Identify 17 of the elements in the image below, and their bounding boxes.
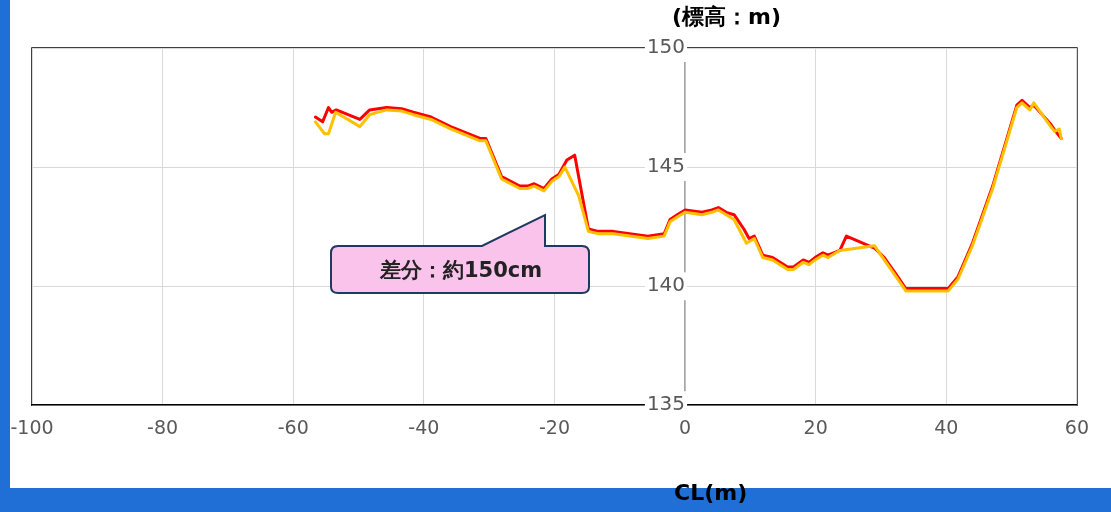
y-tick-label: 145 [646, 153, 686, 178]
x-tick-label: -60 [277, 415, 309, 438]
y-tick-label: 150 [646, 34, 686, 59]
callout: 差分：約150cm [330, 212, 592, 296]
x-tick-label: -100 [10, 415, 54, 438]
x-tick-label: -20 [538, 415, 570, 438]
x-axis-title: CL(m) [674, 480, 748, 505]
x-tick-label: 40 [934, 415, 959, 438]
x-tick-label: 0 [679, 415, 692, 438]
y-axis-title: (標高：m) [672, 3, 782, 31]
x-tick-label: 20 [803, 415, 828, 438]
y-tick-label: 135 [646, 391, 686, 416]
x-tick-label: -80 [147, 415, 179, 438]
x-tick-label: 60 [1064, 415, 1090, 438]
y-tick-label: 140 [646, 272, 686, 297]
annotation: 差分：約150cm [378, 257, 544, 284]
x-tick-label: -40 [408, 415, 440, 438]
